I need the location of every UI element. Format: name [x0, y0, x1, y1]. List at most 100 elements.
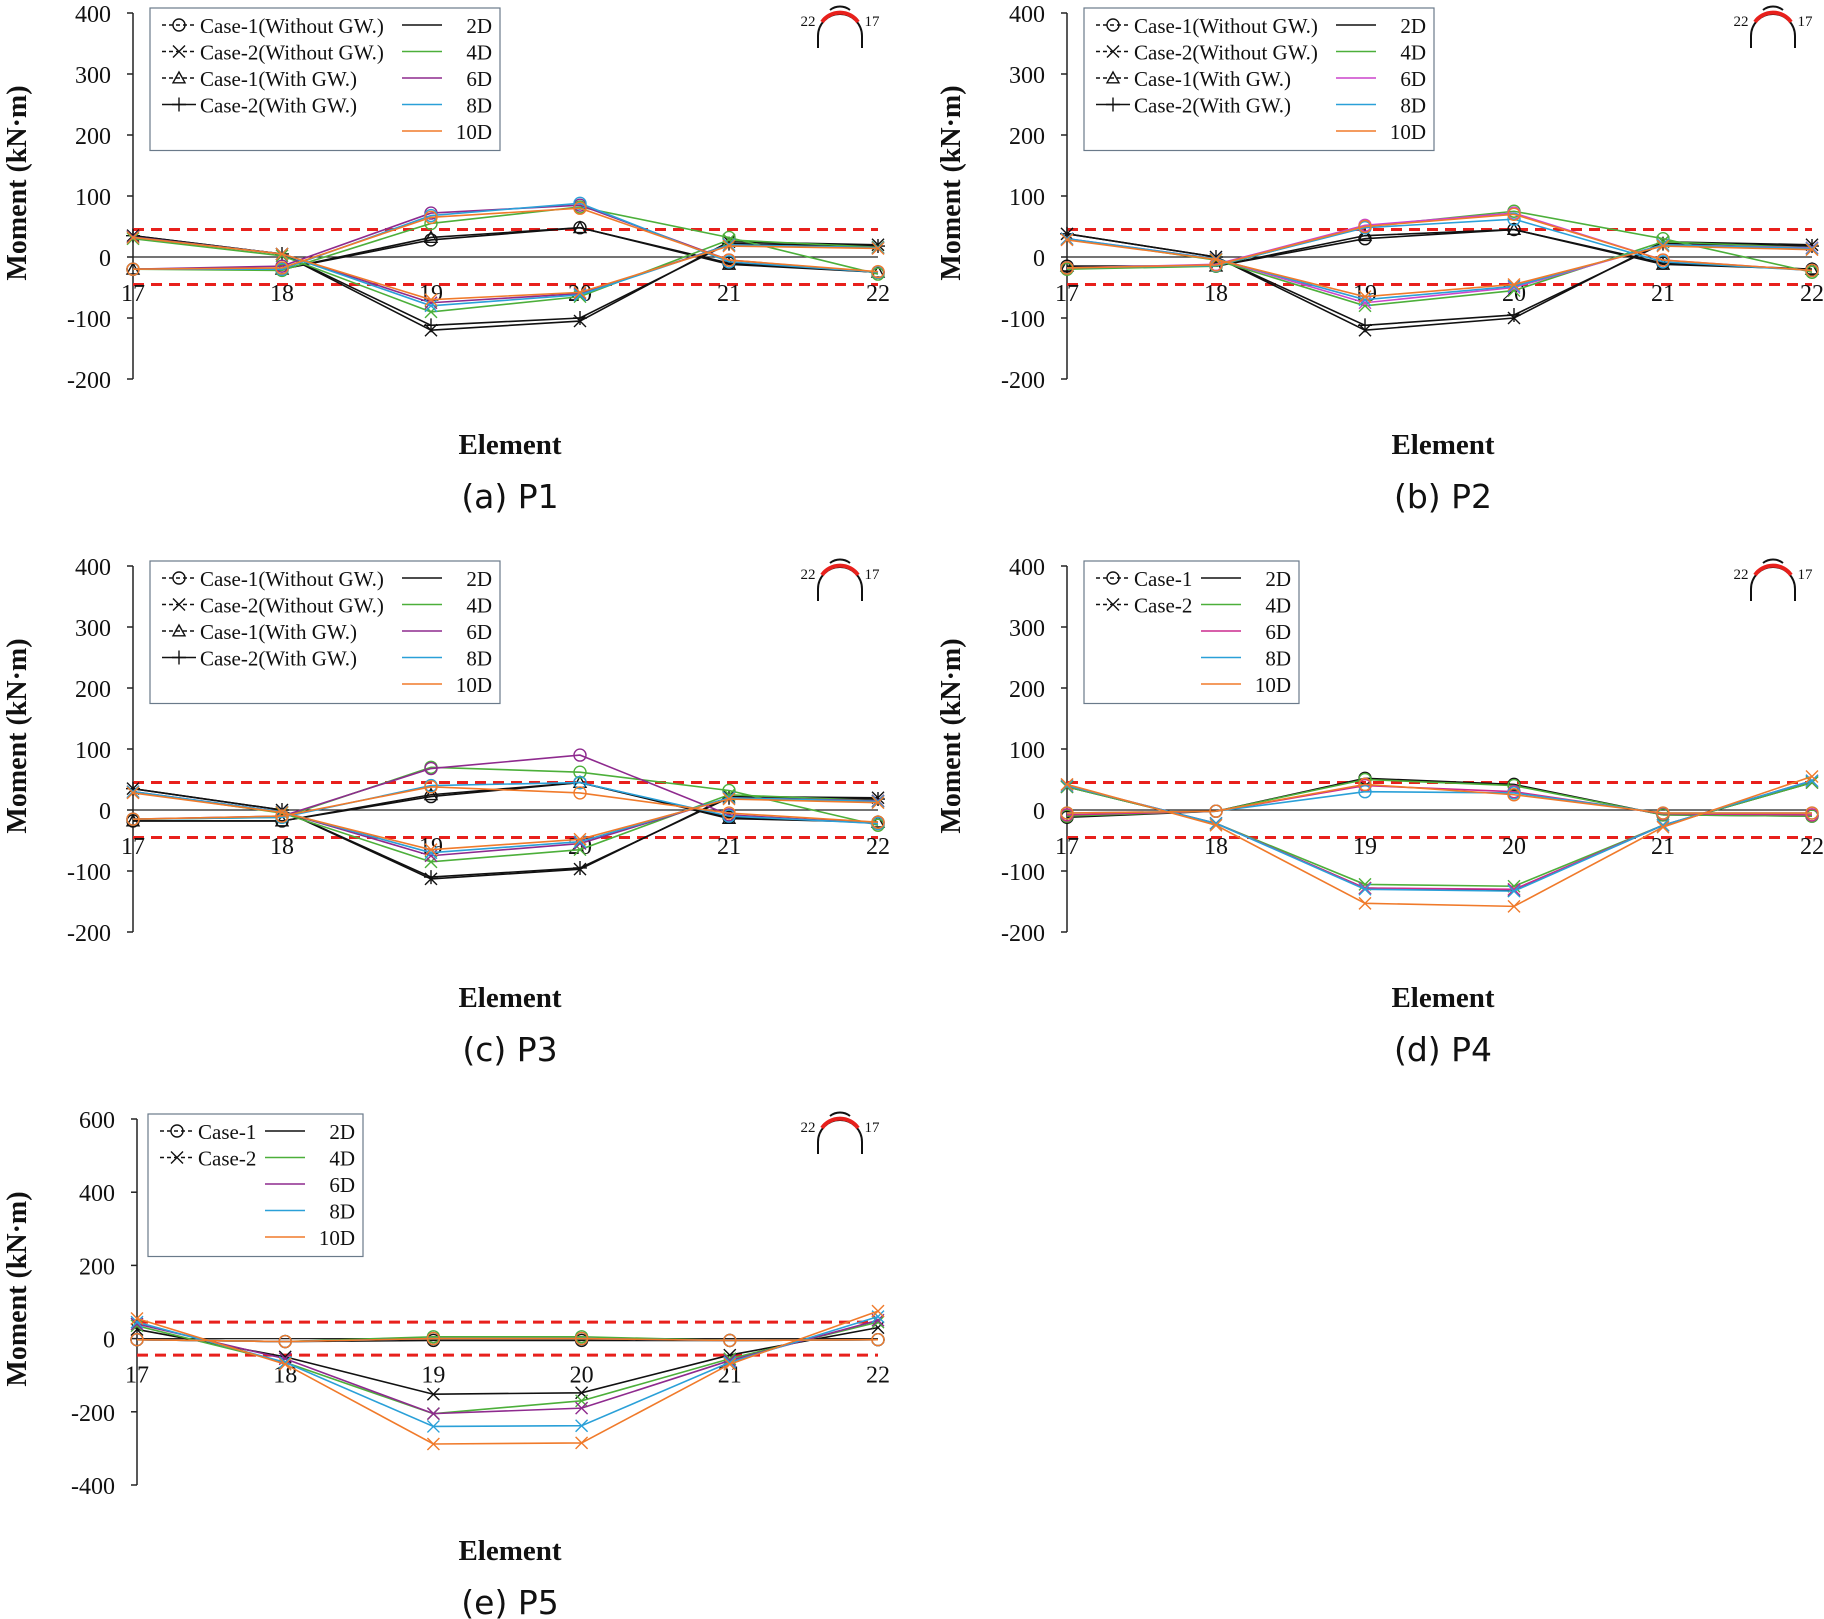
data-point	[573, 748, 587, 762]
data-point	[1507, 884, 1521, 898]
data-point	[1060, 806, 1074, 820]
x-axis-label: Element	[458, 1535, 561, 1567]
y-tick-label: 200	[1009, 124, 1045, 150]
data-point	[1805, 243, 1819, 257]
y-tick-label: 400	[75, 2, 111, 28]
data-point	[424, 780, 438, 794]
legend-label: 4D	[1400, 41, 1426, 65]
y-tick-label: 600	[79, 1108, 115, 1134]
data-point	[1060, 777, 1074, 791]
legend-label: 2D	[1400, 14, 1426, 38]
data-point	[1507, 788, 1521, 802]
y-tick-label: 300	[1009, 63, 1045, 89]
legend-label: 10D	[456, 673, 492, 697]
data-point	[1358, 290, 1372, 304]
x-tick-label: 17	[1055, 834, 1079, 860]
legend-marker	[171, 70, 187, 84]
x-tick-label: 17	[121, 834, 145, 860]
legend-marker	[172, 45, 186, 58]
data-point	[1805, 769, 1819, 783]
legend-marker	[1106, 45, 1120, 58]
data-point	[424, 855, 438, 869]
series-line	[132, 206, 879, 275]
legend-label: Case-2	[198, 1147, 256, 1171]
data-point	[573, 786, 587, 800]
data-point	[575, 1419, 589, 1433]
legend-label: Case-2(Without GW.)	[1134, 41, 1318, 65]
data-point	[1209, 250, 1223, 264]
data-point	[573, 311, 587, 325]
legend-label: 6D	[466, 67, 492, 91]
data-point	[1656, 253, 1670, 267]
x-tick-label: 18	[1204, 281, 1228, 307]
tunnel-arc	[829, 1111, 851, 1117]
data-point	[424, 870, 438, 885]
data-point	[126, 812, 140, 826]
tunnel-arc	[829, 558, 851, 564]
data-point	[1358, 777, 1372, 792]
legend-marker	[172, 650, 186, 665]
x-tick-label: 17	[1055, 281, 1079, 307]
data-point	[1060, 232, 1074, 246]
data-point	[573, 765, 587, 779]
data-point	[1358, 785, 1372, 799]
data-point	[424, 318, 438, 333]
series-line	[136, 1321, 879, 1415]
data-point	[274, 813, 290, 827]
x-tick-label: 20	[570, 1363, 594, 1389]
series-line	[132, 207, 879, 273]
tunnel-arc	[1762, 558, 1784, 564]
data-point	[1507, 882, 1521, 896]
data-point	[722, 253, 736, 267]
y-tick-label: 200	[75, 124, 111, 150]
data-point	[426, 1387, 440, 1401]
legend-label: 10D	[1390, 120, 1426, 144]
data-point	[1506, 222, 1522, 236]
series-line	[1066, 779, 1813, 891]
legend-label: Case-1(With GW.)	[200, 620, 357, 644]
chart-panel-5: 600 400 200 0 -200 -400 17 18 19 20 21 22 Moment (kN…	[2, 1108, 890, 1619]
data-point	[426, 1331, 441, 1346]
data-point	[722, 233, 736, 247]
legend-label: 6D	[466, 620, 492, 644]
data-point	[130, 1311, 144, 1325]
y-tick-label: -100	[1001, 307, 1045, 333]
data-point	[573, 285, 587, 299]
tunnel-icon: 22 17	[801, 1111, 880, 1154]
legend-label: 2D	[1265, 567, 1291, 591]
data-point	[278, 1357, 292, 1371]
data-point	[1357, 228, 1373, 242]
data-point	[721, 256, 737, 270]
legend-marker	[172, 571, 186, 585]
x-tick-label: 18	[270, 281, 294, 307]
legend-label: Case-1(Without GW.)	[200, 14, 384, 38]
data-point	[423, 787, 439, 801]
data-point	[575, 1436, 589, 1450]
legend-label: 8D	[466, 647, 492, 671]
legend: Case-1(Without GW.)Case-2(Without GW.)Ca…	[1083, 7, 1435, 152]
tunnel-highlight	[820, 1116, 860, 1130]
legend-label: 4D	[1265, 594, 1291, 618]
y-tick-label: -200	[67, 921, 111, 947]
x-tick-label: 19	[421, 1363, 445, 1389]
legend-label: 2D	[466, 567, 492, 591]
data-point	[426, 1419, 440, 1433]
tunnel-label-left: 22	[801, 14, 816, 30]
series-line	[132, 236, 879, 301]
data-point	[275, 805, 289, 819]
tunnel-label-left: 22	[1734, 567, 1749, 583]
legend-label: 6D	[1265, 620, 1291, 644]
data-point	[722, 806, 736, 820]
data-point	[572, 220, 588, 234]
data-point	[871, 794, 885, 808]
legend-label: 8D	[1400, 94, 1426, 118]
data-point	[278, 1334, 292, 1349]
data-point	[573, 201, 587, 215]
series-line	[132, 237, 879, 313]
data-point	[1656, 806, 1670, 820]
data-point	[723, 1333, 737, 1348]
panel-caption: (c) P3	[462, 1030, 557, 1069]
legend-marker	[1106, 18, 1120, 32]
data-point	[1358, 318, 1372, 333]
